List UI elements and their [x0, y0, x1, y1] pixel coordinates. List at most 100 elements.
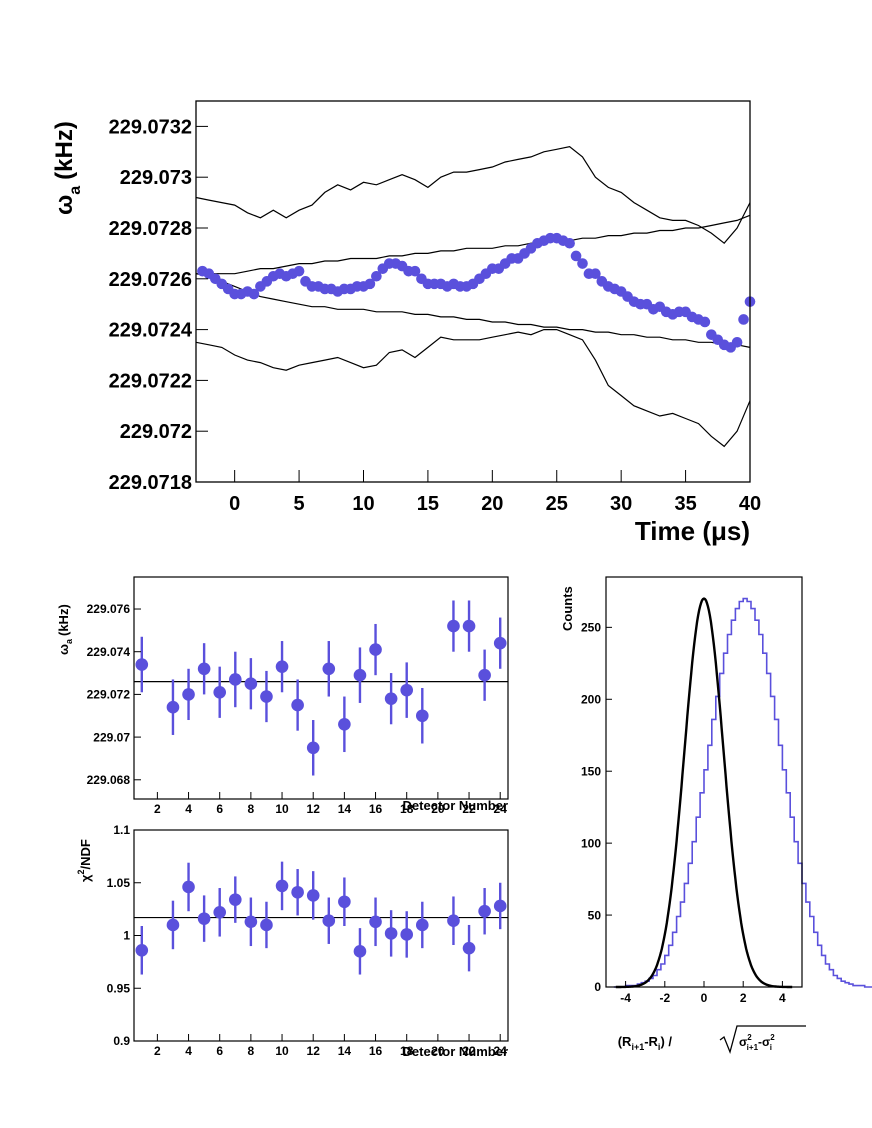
histogram-bars — [613, 597, 872, 988]
y-tick-label: 1.1 — [113, 823, 130, 837]
data-point — [478, 904, 491, 918]
x-tick-label: 25 — [546, 493, 568, 515]
omega-vs-detector-panel: 2 4 6 8 10 12 14 16 18 20 22 24 229.068229.07229.07… — [56, 576, 509, 816]
y-tick-label: 1.05 — [107, 876, 131, 890]
data-point — [738, 314, 749, 325]
y-tick-label: 250 — [581, 621, 601, 635]
x-tick-label: 22 — [462, 802, 476, 816]
data-point — [182, 688, 195, 701]
x-tick-label: 22 — [462, 1044, 476, 1058]
y-tick-label: 100 — [581, 836, 601, 850]
y-tick-label: 229.072 — [120, 421, 192, 443]
y-tick-label: 229.072 — [87, 688, 131, 702]
band-inner-upper-line — [196, 214, 751, 275]
x-tick-label: 2 — [154, 802, 161, 816]
data-point — [415, 709, 429, 723]
y-axis-label-unit: (kHz) — [51, 121, 78, 180]
data-point — [306, 741, 320, 755]
y-axis-label: ωa (kHz) — [56, 604, 74, 655]
y-tick-label: 229.0728 — [109, 218, 192, 240]
data-point — [166, 918, 180, 932]
pull-histogram-panel: -4 -2 0 2 4 0 50 100 150 200 250 Counts (Ri+1-Ri)… — [560, 576, 872, 1055]
y-tick-label: 229.0718 — [109, 472, 192, 494]
band-inner-lower-line — [195, 273, 751, 348]
x-axis-label: Detector Number — [403, 1044, 508, 1059]
x-tick-label: 6 — [216, 802, 223, 816]
x-tick-label: 15 — [417, 493, 439, 515]
y-tick-label: 229.076 — [87, 602, 131, 616]
data-point — [478, 668, 491, 682]
x-tick-label: 20 — [431, 1044, 445, 1058]
x-tick-label: 6 — [216, 1044, 223, 1058]
y-tick-label: 229.068 — [87, 773, 131, 787]
data-point — [493, 636, 507, 650]
data-point — [369, 643, 382, 656]
data-point — [291, 698, 304, 712]
y-axis-ticks: 229.0718 229.072 229.0722 229.0724 229.0726 2… — [109, 116, 208, 494]
data-point — [353, 668, 367, 682]
y-tick-label: 0.9 — [113, 1034, 130, 1048]
data-point — [447, 619, 460, 633]
y-axis-label-unit: /NDF — [78, 839, 93, 869]
x-tick-label: 5 — [294, 493, 305, 515]
data-point — [228, 893, 242, 906]
data-point — [415, 918, 429, 932]
data-point — [228, 673, 242, 686]
data-point — [384, 927, 398, 940]
x-tick-label: 4 — [779, 991, 786, 1005]
data-point — [462, 619, 476, 633]
y-tick-label: 229.07 — [93, 730, 130, 744]
data-point — [564, 237, 575, 249]
x-tick-label: 2 — [740, 991, 747, 1005]
y-tick-label: 229.0732 — [109, 116, 192, 138]
x-tick-label: 14 — [338, 802, 352, 816]
x-tick-label: 40 — [739, 493, 761, 515]
data-point — [400, 683, 414, 697]
x-tick-label: 18 — [400, 802, 414, 816]
y-tick-label: 50 — [588, 908, 602, 922]
x-tick-label: 18 — [400, 1044, 414, 1058]
data-point — [244, 677, 258, 691]
data-point — [248, 288, 260, 300]
data-point — [306, 889, 320, 902]
x-tick-label: 8 — [248, 802, 255, 816]
x-tick-label: 12 — [307, 1044, 321, 1058]
x-tick-label: 20 — [481, 493, 503, 515]
y-axis-ticks: 0 50 100 150 200 250 — [581, 621, 612, 994]
data-point — [409, 265, 421, 277]
data-point — [353, 945, 367, 958]
data-points — [135, 600, 507, 776]
x-tick-label: 4 — [185, 1044, 192, 1058]
data-point — [166, 700, 180, 714]
x-tick-label: 14 — [338, 1044, 352, 1058]
x-axis-ticks: -4 -2 0 2 4 — [620, 981, 786, 1005]
x-tick-label: 30 — [610, 493, 632, 515]
x-tick-label: -2 — [659, 991, 670, 1005]
data-point — [291, 885, 304, 899]
x-tick-label: 24 — [494, 1044, 508, 1058]
data-point — [275, 660, 289, 673]
y-axis-ticks: 229.068 229.07 229.072 229.074 229.076 — [87, 602, 141, 787]
data-point — [731, 337, 743, 348]
data-point — [135, 658, 149, 671]
data-point — [570, 250, 582, 262]
band-outer-upper-line — [195, 146, 751, 245]
y-tick-label: 0.95 — [107, 981, 131, 995]
x-axis-ticks: 2 4 6 8 10 12 14 16 18 20 22 24 — [154, 792, 507, 816]
x-tick-label: 8 — [248, 1044, 255, 1058]
x-axis-label: Detector Number — [403, 798, 508, 813]
y-tick-label: 229.0722 — [109, 370, 192, 392]
y-tick-label: 229.0726 — [109, 269, 192, 291]
plot-frame — [195, 100, 751, 483]
x-tick-label: 16 — [369, 802, 383, 816]
y-tick-label: 229.0724 — [109, 320, 193, 342]
y-axis-ticks: 0.9 0.95 1 1.05 1.1 — [107, 823, 141, 1048]
band-outer-lower-line — [195, 329, 751, 448]
x-tick-label: 2 — [154, 1044, 161, 1058]
y-axis-label-unit: (kHz) — [56, 604, 71, 636]
y-tick-label: 229.073 — [120, 167, 192, 189]
y-tick-label: 229.074 — [87, 645, 131, 659]
y-tick-label: 1 — [123, 929, 130, 943]
y-axis-label-main: ω — [56, 644, 71, 655]
